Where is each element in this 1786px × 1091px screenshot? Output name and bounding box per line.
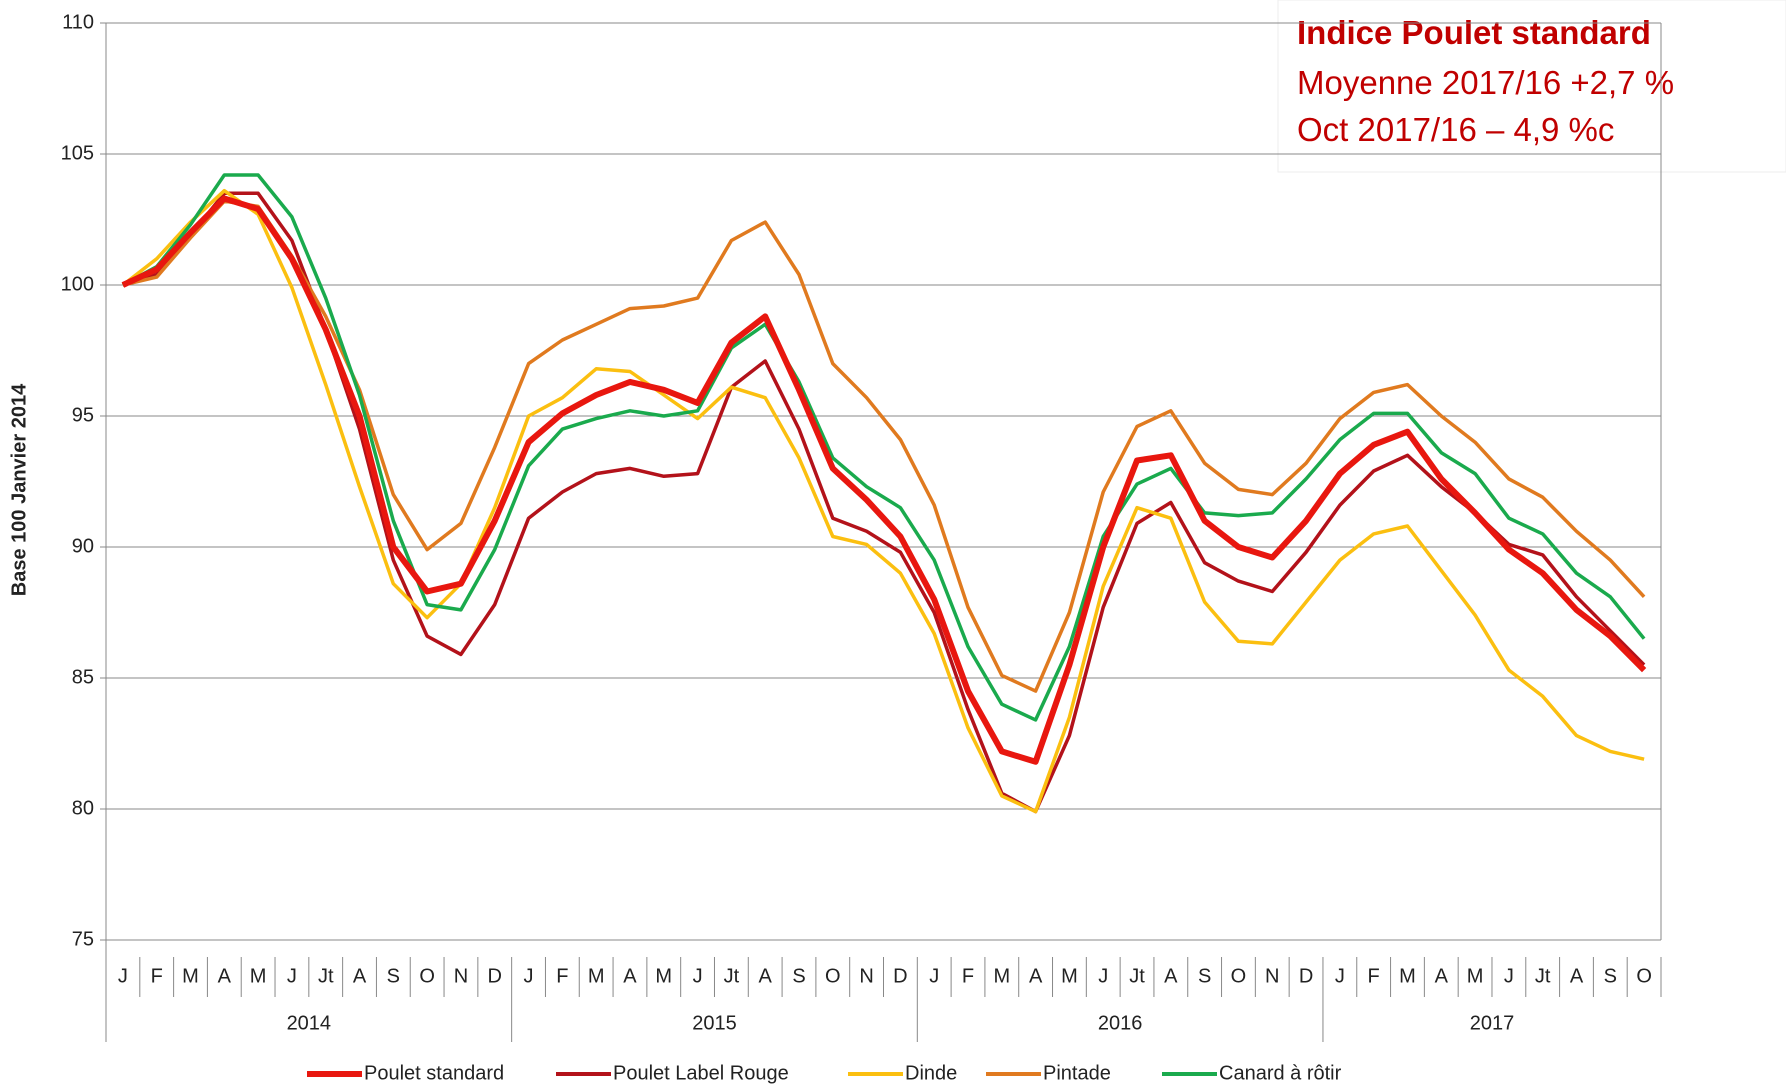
- annotation-title: Indice Poulet standard: [1297, 14, 1651, 51]
- series-line: [122, 173, 1646, 722]
- x-tick-label: A: [623, 965, 637, 987]
- x-tick-label: A: [759, 965, 773, 987]
- year-label: 2017: [1470, 1012, 1515, 1034]
- x-tick-label: O: [825, 965, 841, 987]
- x-tick-label: S: [792, 965, 805, 987]
- x-tick-label: J: [693, 965, 703, 987]
- y-tick-label: 80: [72, 797, 94, 819]
- x-tick-label: O: [419, 965, 435, 987]
- legend-label: Canard à rôtir: [1219, 1062, 1342, 1084]
- x-tick-label: A: [1570, 965, 1584, 987]
- y-tick-label: 95: [72, 404, 94, 426]
- series-line: [121, 195, 1647, 765]
- x-tick-label: J: [1098, 965, 1108, 987]
- x-tick-label: F: [556, 965, 568, 987]
- x-tick-label: J: [524, 965, 534, 987]
- y-tick-label: 100: [61, 273, 94, 295]
- x-tick-label: A: [218, 965, 232, 987]
- x-tick-label: M: [655, 965, 672, 987]
- x-tick-label: D: [893, 965, 907, 987]
- x-tick-label: J: [929, 965, 939, 987]
- x-tick-label: Jt: [318, 965, 334, 987]
- x-tick-label: D: [488, 965, 502, 987]
- x-tick-label: A: [353, 965, 367, 987]
- series-line: [122, 191, 1646, 814]
- x-tick-label: N: [859, 965, 873, 987]
- x-tick-label: J: [1504, 965, 1514, 987]
- year-label: 2014: [287, 1012, 332, 1034]
- x-tick-label: M: [182, 965, 199, 987]
- series-line: [121, 188, 1645, 814]
- x-tick-label: F: [1368, 965, 1380, 987]
- y-tick-label: 105: [61, 142, 94, 164]
- x-tick-label: Jt: [1129, 965, 1145, 987]
- x-tick-label: A: [1164, 965, 1178, 987]
- x-tick-label: N: [454, 965, 468, 987]
- x-tick-label: J: [118, 965, 128, 987]
- x-tick-label: A: [1435, 965, 1449, 987]
- x-tick-label: M: [993, 965, 1010, 987]
- x-tick-label: M: [250, 965, 267, 987]
- y-axis-label: Base 100 Janvier 2014: [8, 383, 30, 596]
- x-tick-label: A: [1029, 965, 1043, 987]
- x-tick-label: J: [1335, 965, 1345, 987]
- x-tick-label: F: [151, 965, 163, 987]
- annotation-box: [1277, 0, 1786, 173]
- annotation-line: Moyenne 2017/16 +2,7 %: [1297, 64, 1674, 101]
- x-tick-label: M: [1467, 965, 1484, 987]
- x-tick-label: M: [588, 965, 605, 987]
- x-tick-label: M: [1399, 965, 1416, 987]
- legend-label: Poulet standard: [364, 1062, 504, 1084]
- x-tick-label: D: [1299, 965, 1313, 987]
- annotation-line: Oct 2017/16 – 4,9 %c: [1297, 111, 1614, 148]
- x-tick-label: O: [1636, 965, 1652, 987]
- year-label: 2015: [692, 1012, 737, 1034]
- x-tick-label: Jt: [724, 965, 740, 987]
- year-label: 2016: [1098, 1012, 1143, 1034]
- y-tick-label: 110: [62, 11, 94, 33]
- y-tick-label: 75: [72, 928, 94, 950]
- y-tick-label: 90: [72, 535, 94, 557]
- legend-label: Pintade: [1043, 1062, 1111, 1084]
- x-tick-label: N: [1265, 965, 1279, 987]
- series-line: [122, 199, 1646, 693]
- x-tick-label: J: [287, 965, 297, 987]
- y-tick-label: 85: [72, 666, 94, 688]
- x-tick-label: S: [387, 965, 400, 987]
- legend-label: Poulet Label Rouge: [613, 1062, 789, 1084]
- x-tick-label: S: [1604, 965, 1617, 987]
- x-tick-label: S: [1198, 965, 1211, 987]
- x-tick-label: M: [1061, 965, 1078, 987]
- x-tick-label: O: [1231, 965, 1247, 987]
- x-tick-label: Jt: [1535, 965, 1551, 987]
- x-tick-label: F: [962, 965, 974, 987]
- legend-label: Dinde: [905, 1062, 957, 1084]
